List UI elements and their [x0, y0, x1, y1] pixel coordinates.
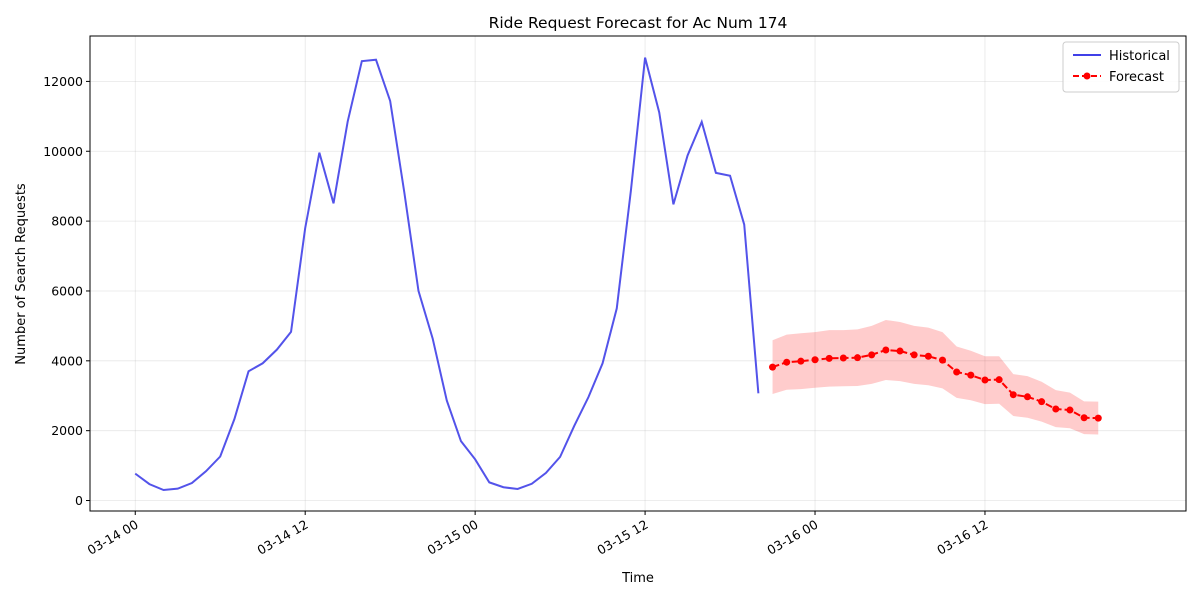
x-tick-label: 03-15 00: [424, 517, 480, 558]
forecast-point: [769, 363, 777, 371]
forecast-confidence-band: [772, 319, 1099, 435]
forecast-point: [783, 358, 791, 366]
y-axis-ticks: 0 2000 4000 6000 8000 10000 12000: [43, 74, 90, 508]
forecast-point: [1052, 405, 1060, 413]
forecast-point: [981, 376, 989, 384]
forecast-point: [938, 356, 946, 364]
x-tick-label: 03-14 12: [255, 517, 311, 558]
y-tick-label: 2000: [51, 423, 83, 438]
y-tick-label: 10000: [43, 144, 83, 159]
forecast-point: [924, 352, 932, 360]
y-axis-label: Number of Search Requests: [14, 183, 29, 365]
forecast-point: [825, 354, 833, 362]
x-tick-label: 03-16 12: [934, 517, 990, 558]
y-tick-label: 12000: [43, 74, 83, 89]
forecast-point: [953, 368, 961, 376]
forecast-point: [910, 351, 918, 359]
legend-forecast-marker: [1083, 72, 1091, 80]
y-tick-label: 0: [75, 493, 83, 508]
forecast-point: [797, 357, 805, 365]
y-tick-label: 6000: [51, 283, 83, 298]
forecast-markers: [769, 346, 1102, 422]
x-tick-label: 03-16 00: [764, 517, 820, 558]
forecast-point: [854, 354, 862, 362]
forecast-point: [811, 356, 819, 364]
forecast-point: [868, 351, 876, 359]
x-tick-label: 03-15 12: [594, 517, 650, 558]
grid-lines: [90, 36, 1186, 511]
legend-historical-label: Historical: [1109, 49, 1170, 64]
forecast-point: [839, 354, 847, 362]
forecast-point: [1038, 398, 1046, 406]
series-lines: [134, 57, 1099, 492]
y-tick-label: 8000: [51, 214, 83, 229]
forecast-point: [896, 347, 904, 355]
forecast-point: [1080, 414, 1088, 422]
x-tick-label: 03-14 00: [85, 517, 141, 558]
forecast-point: [967, 371, 975, 379]
forecast-point: [882, 346, 890, 354]
forecast-point: [1023, 393, 1031, 401]
chart-title: Ride Request Forecast for Ac Num 174: [489, 14, 788, 32]
x-axis-label: Time: [621, 571, 654, 586]
x-axis-ticks: 03-14 00 03-14 12 03-15 00 03-15 12 03-16 00…: [85, 511, 990, 558]
legend-forecast-label: Forecast: [1109, 70, 1164, 85]
forecast-point: [1066, 406, 1074, 414]
forecast-confidence-interval: [772, 319, 1099, 435]
y-tick-label: 4000: [51, 353, 83, 368]
plot-area-frame: [89, 35, 1187, 512]
forecast-point: [1009, 391, 1017, 399]
legend: Historical Forecast: [1062, 41, 1180, 93]
forecast-point: [1094, 414, 1102, 422]
forecast-point: [995, 376, 1003, 384]
historical-series-line: [134, 57, 760, 492]
